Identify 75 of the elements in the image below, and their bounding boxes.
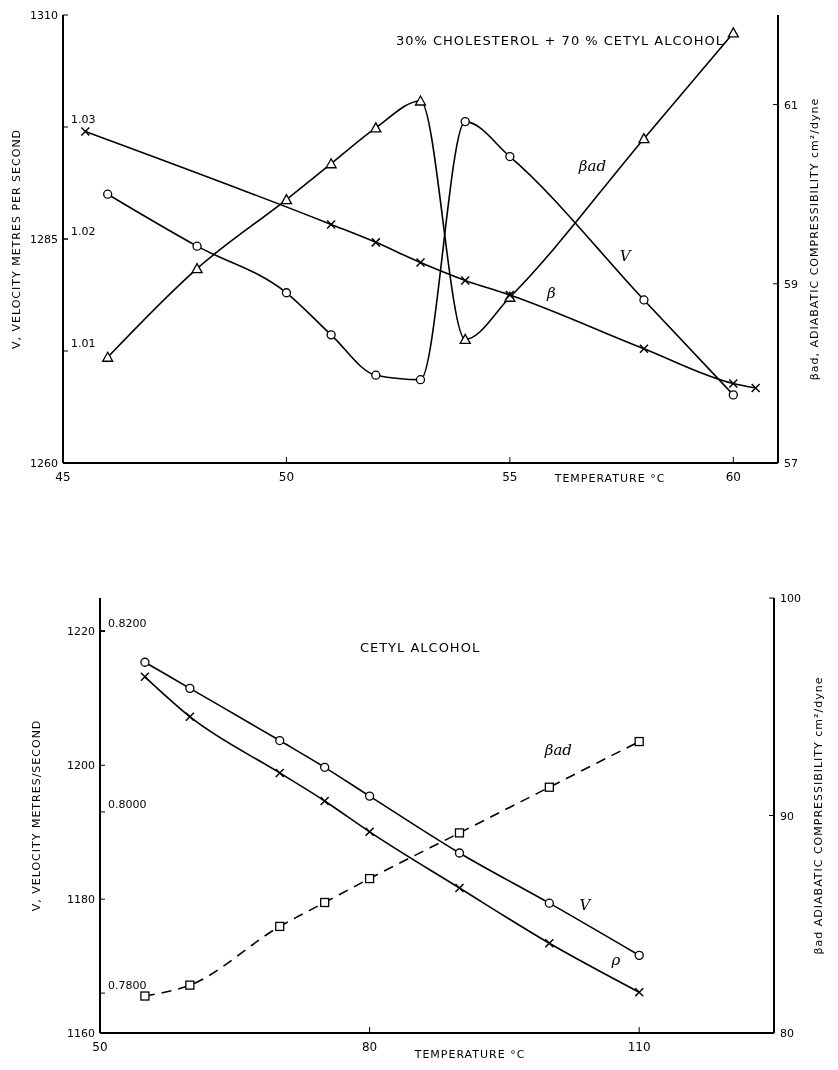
point	[505, 151, 515, 162]
point	[275, 735, 285, 746]
point	[281, 288, 292, 298]
y2-axis-title: βad, ADIABATIC COMPRESSIBILITY cm²/dyne	[808, 97, 821, 381]
point	[638, 133, 650, 144]
point	[544, 782, 554, 792]
y-tick-label: 1285	[30, 233, 58, 246]
series-label: ρ	[610, 951, 621, 970]
y3-tick-label: 0.8000	[108, 797, 147, 811]
point	[370, 122, 382, 133]
y-tick-label: 1180	[67, 893, 95, 907]
series-label: βad	[543, 740, 572, 759]
y2-tick-label: 61	[784, 98, 798, 112]
x-tick-label: 45	[55, 470, 71, 484]
y2-tick-label: 59	[784, 277, 798, 291]
y-tick-label: 1200	[67, 759, 95, 773]
point	[280, 193, 293, 205]
y2-tick-label: 80	[780, 1027, 794, 1040]
point	[454, 848, 465, 858]
point	[634, 950, 644, 961]
point	[459, 333, 471, 344]
point	[103, 189, 113, 199]
y-tick-label: 1260	[30, 457, 58, 470]
point	[364, 873, 375, 884]
point	[320, 897, 330, 908]
point	[140, 991, 150, 1001]
x-tick-label: 50	[92, 1040, 108, 1054]
y3-tick-label: 1.01	[71, 337, 96, 350]
x-tick-label: 55	[502, 470, 518, 484]
y-tick-label: 1310	[30, 9, 58, 22]
point	[191, 262, 203, 274]
x-tick-label: 110	[627, 1040, 651, 1054]
x-axis-title: TEMPERATURE °C	[413, 1048, 526, 1061]
x-tick-label: 60	[725, 470, 741, 484]
text: 30% CHOLESTEROL + 70 % CETYL ALCOHOL	[395, 33, 725, 48]
point	[364, 791, 375, 801]
point	[102, 351, 114, 362]
y-tick-label: 1220	[67, 625, 95, 639]
series-label: β	[546, 283, 557, 302]
point	[544, 898, 554, 908]
y2-axis-title: βad ADIABATIC COMPRESSIBILITY cm²/dyne	[812, 676, 825, 955]
point	[371, 370, 381, 380]
x-tick-label: 80	[361, 1040, 378, 1054]
point	[185, 980, 195, 990]
series-label: βad	[577, 157, 607, 176]
y-axis-title: V, VELOCITY METRES PER SECOND	[10, 128, 23, 350]
y3-tick-label: 0.8200	[108, 616, 147, 630]
point	[326, 330, 336, 340]
y2-tick-label: 90	[780, 809, 794, 823]
x-axis-title: TEMPERATURE °C	[553, 472, 666, 485]
point	[727, 27, 739, 38]
point	[325, 158, 337, 169]
y-tick-label: 1160	[67, 1027, 95, 1040]
y3-tick-label: 1.03	[71, 113, 96, 126]
point	[192, 241, 202, 251]
point	[634, 736, 644, 747]
point	[639, 295, 649, 305]
y2-tick-label: 57	[784, 457, 798, 470]
y3-tick-label: 1.02	[71, 225, 96, 238]
point	[460, 116, 470, 127]
y2-tick-label: 100	[780, 592, 801, 605]
y3-tick-label: 0.7800	[108, 979, 147, 993]
point	[275, 921, 285, 932]
point	[415, 375, 426, 385]
point	[454, 828, 465, 838]
series-label: V	[579, 896, 593, 915]
text: CETYL ALCOHOL	[359, 640, 481, 655]
y-axis-title: V, VELOCITY METRES/SECOND	[30, 719, 43, 912]
point	[728, 390, 738, 400]
point	[140, 657, 150, 667]
x-tick-label: 50	[278, 470, 295, 484]
point	[414, 95, 427, 106]
series-label: V	[619, 247, 633, 266]
point	[320, 762, 330, 772]
point	[185, 683, 195, 693]
